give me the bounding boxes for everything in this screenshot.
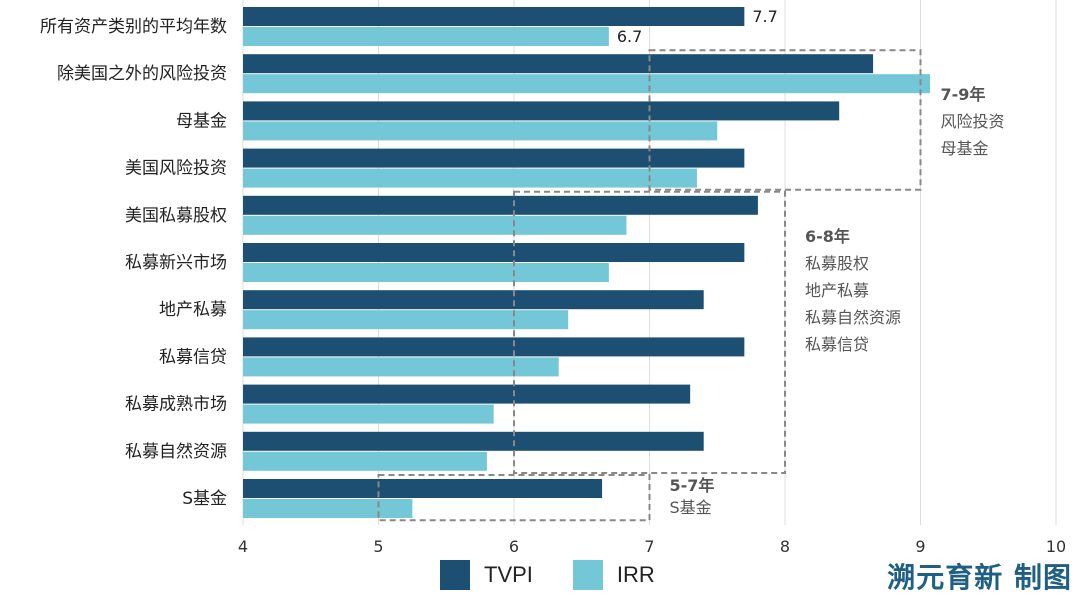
- bar-tvpi: [243, 384, 691, 404]
- annotation-title: 7-9年: [941, 85, 986, 104]
- bar-tvpi: [243, 195, 758, 215]
- bar-tvpi: [243, 148, 745, 168]
- category-label: 私募信贷: [159, 347, 227, 367]
- legend-swatch-tvpi: [440, 560, 470, 590]
- category-label: 地产私募: [159, 300, 227, 320]
- bar-irr: [243, 310, 569, 330]
- x-tick-labels: 4 5 6 7 8 9 10: [238, 537, 1066, 556]
- bar-irr: [243, 27, 609, 46]
- legend-label-irr: IRR: [616, 562, 655, 587]
- bar-irr: [243, 451, 487, 471]
- data-label: 7.7: [752, 7, 777, 26]
- x-tick-label: 4: [238, 537, 248, 556]
- bar-irr: [243, 404, 494, 424]
- x-tick-label: 9: [915, 537, 925, 556]
- annotation-box: [513, 190, 786, 475]
- bars: [243, 7, 930, 518]
- data-label: 6.7: [617, 27, 642, 46]
- data-labels: 7.7 6.7: [617, 7, 778, 46]
- brand-credit: 溯元育新 制图: [887, 561, 1072, 594]
- category-label: 私募成熟市场: [125, 394, 227, 415]
- bar-irr: [243, 215, 627, 235]
- bar-irr: [243, 357, 559, 377]
- annotation-line: 风险投资: [941, 112, 1005, 131]
- legend: TVPI IRR: [440, 560, 695, 590]
- bar-tvpi: [243, 101, 840, 121]
- annotation-title: 6-8年: [805, 227, 850, 246]
- category-label: 美国私募股权: [125, 206, 227, 226]
- category-label: 私募新兴市场: [125, 253, 227, 273]
- category-label: 私募自然资源: [125, 442, 227, 462]
- category-label: 美国风险投资: [125, 159, 227, 179]
- annotation-line: S基金: [670, 498, 712, 517]
- legend-label-tvpi: TVPI: [484, 562, 533, 587]
- x-tick-label: 7: [644, 537, 654, 556]
- bar-tvpi: [243, 431, 704, 451]
- annotation-box: [377, 474, 651, 522]
- x-tick-label: 6: [509, 537, 519, 556]
- category-label: 母基金: [176, 111, 227, 131]
- bar-irr: [243, 263, 609, 282]
- bar-irr: [243, 168, 697, 188]
- annotation-line: 地产私募: [805, 281, 869, 300]
- category-labels: 所有资产类别的平均年数除美国之外的风险投资母基金美国风险投资美国私募股权私募新兴…: [40, 17, 227, 509]
- annotation-line: 母基金: [941, 139, 989, 158]
- x-tick-label: 8: [780, 537, 790, 556]
- bar-tvpi: [243, 54, 874, 74]
- annotation-title: 5-7年: [670, 476, 715, 495]
- category-label: 除美国之外的风险投资: [57, 64, 227, 84]
- category-label: 所有资产类别的平均年数: [40, 17, 227, 37]
- bar-irr: [243, 121, 718, 141]
- legend-swatch-irr: [572, 560, 603, 590]
- x-tick-label: 10: [1046, 537, 1066, 556]
- x-tick-label: 5: [373, 537, 383, 556]
- bar-irr: [243, 499, 413, 518]
- legend-item-irr: IRR: [572, 560, 655, 590]
- bar-tvpi: [243, 479, 603, 498]
- bar-tvpi: [243, 337, 745, 357]
- legend-item-tvpi: TVPI: [440, 560, 533, 590]
- bar-irr: [243, 74, 930, 94]
- category-label: S基金: [182, 489, 227, 509]
- annotation-line: 私募信贷: [805, 335, 869, 354]
- annotation-line: 私募自然资源: [805, 308, 901, 327]
- annotation-line: 私募股权: [805, 254, 869, 273]
- bar-chart: 所有资产类别的平均年数除美国之外的风险投资母基金美国风险投资美国私募股权私募新兴…: [40, 0, 1066, 556]
- annotation-box: [648, 49, 922, 191]
- bar-tvpi: [243, 7, 745, 26]
- bar-tvpi: [243, 290, 704, 310]
- bar-tvpi: [243, 243, 745, 262]
